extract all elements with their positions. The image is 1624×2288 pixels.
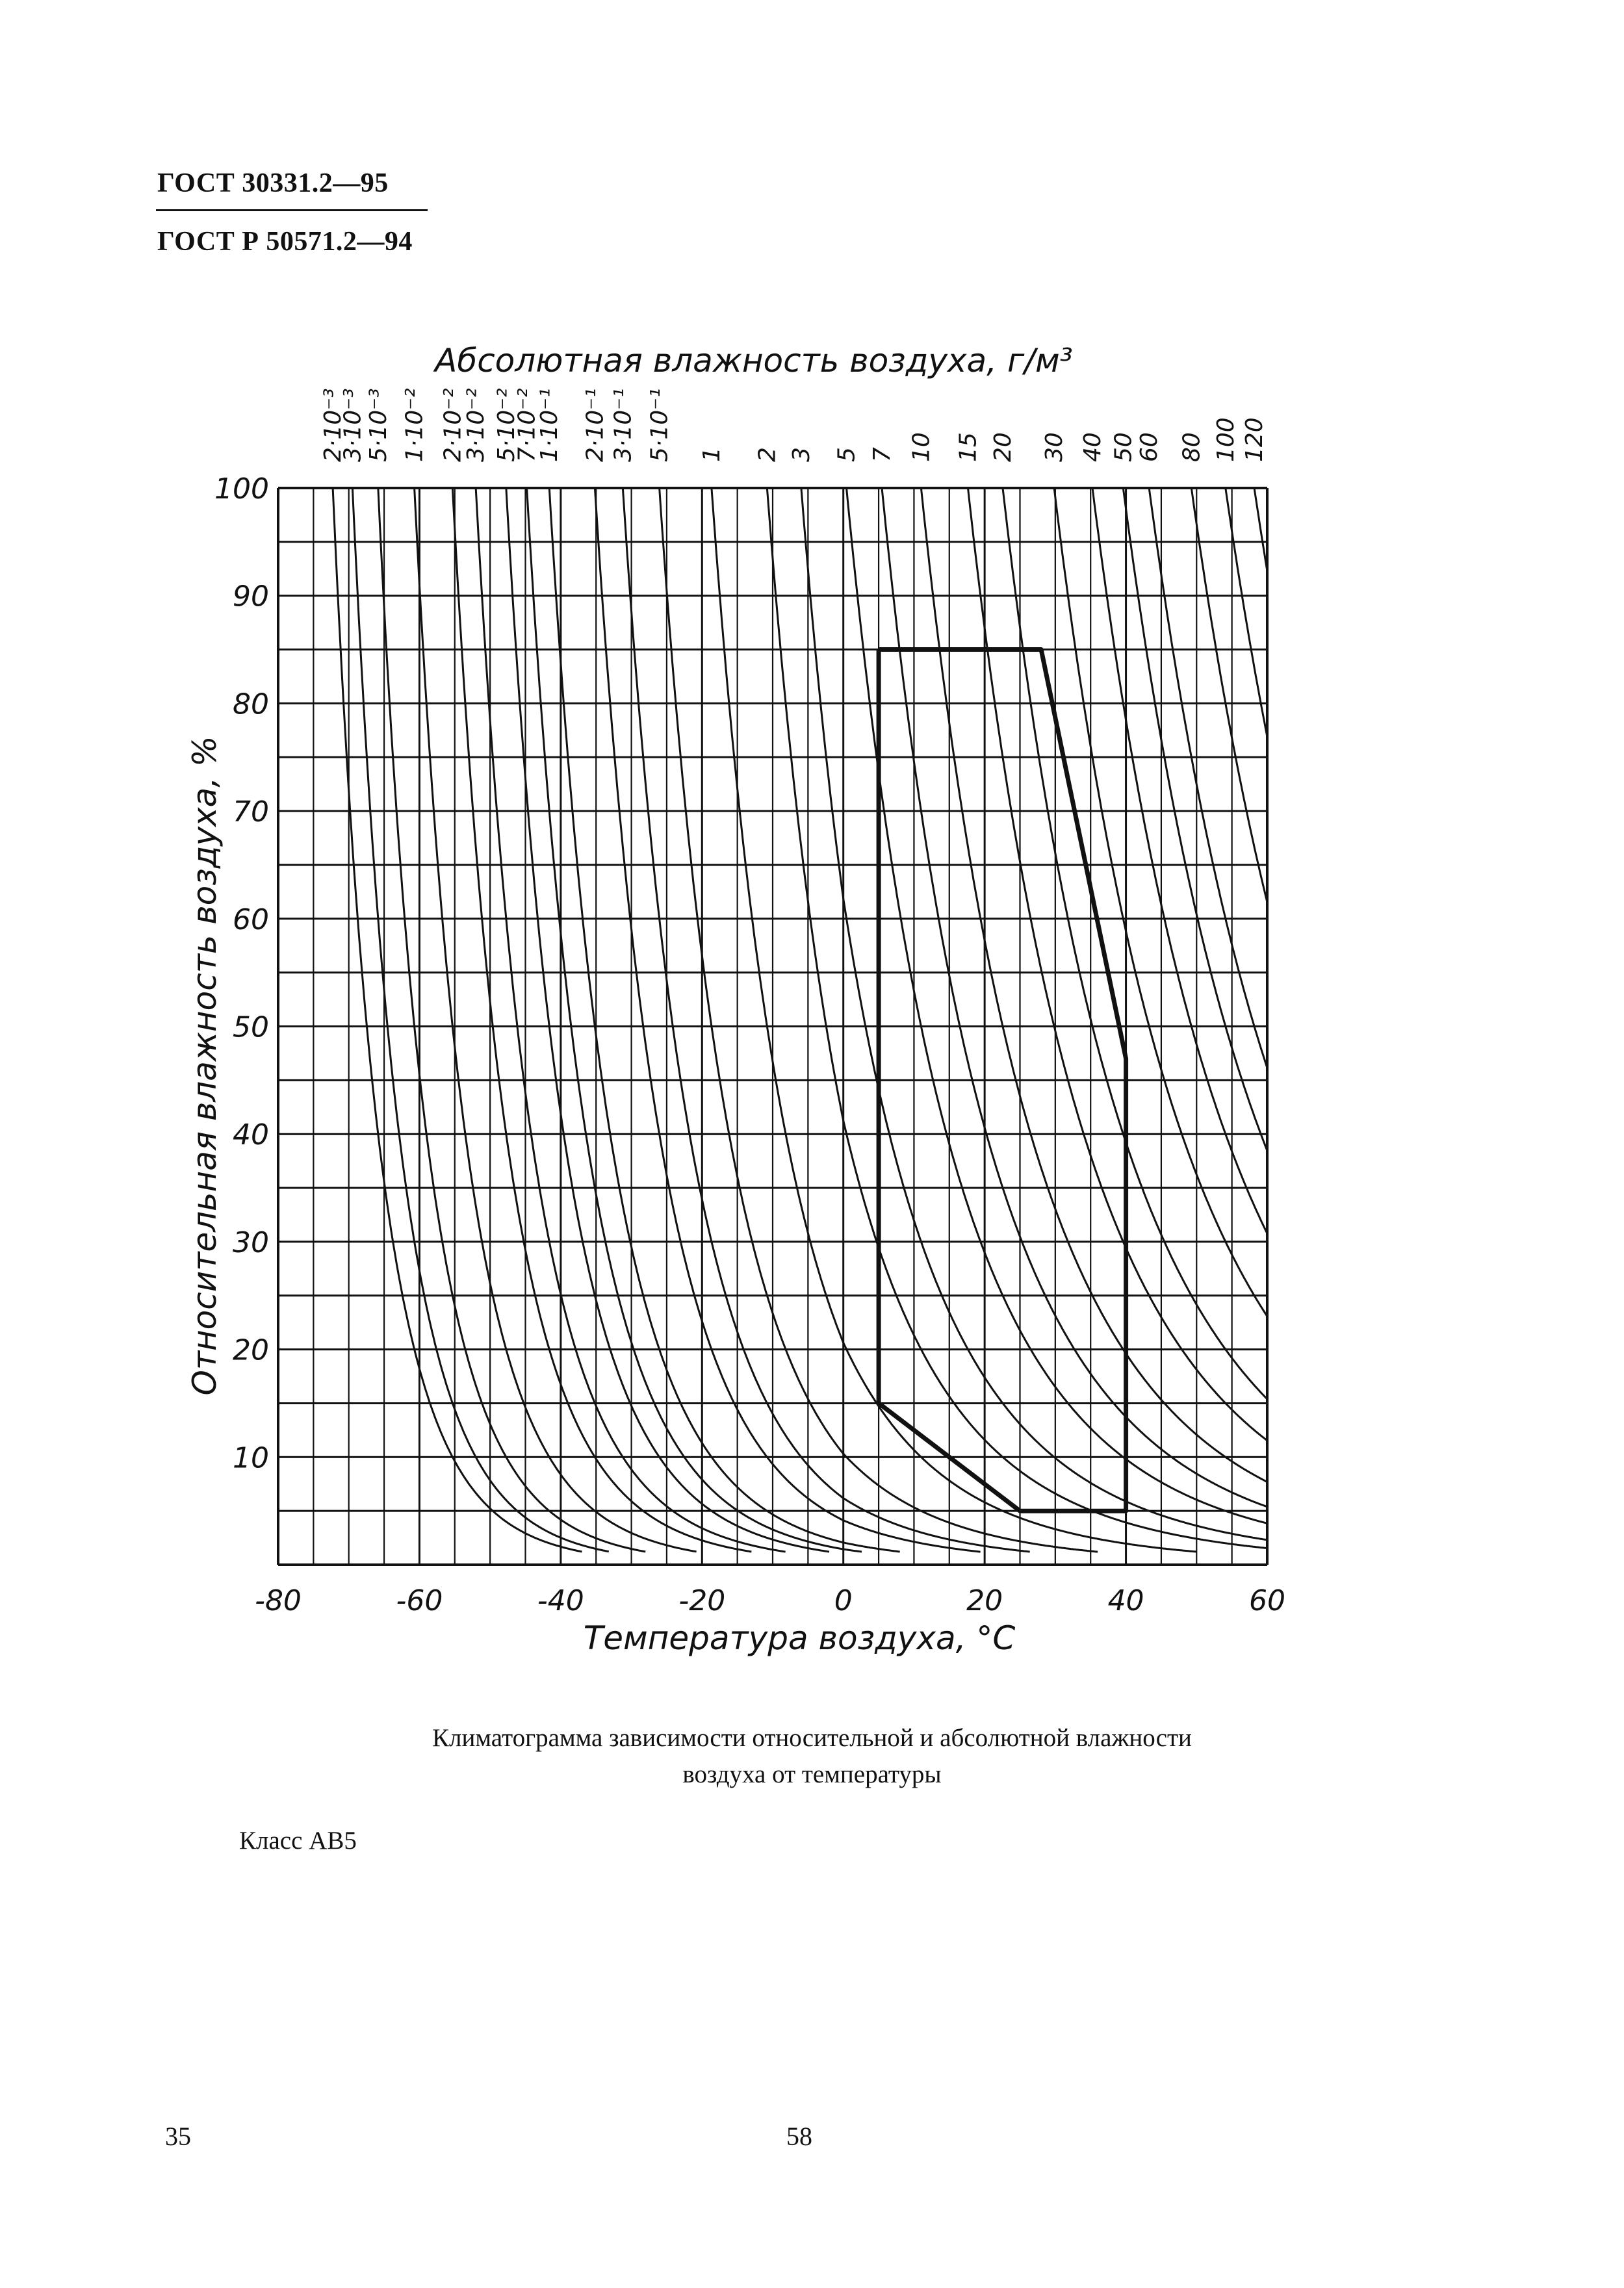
ah-curve <box>1091 488 1267 1234</box>
ah-label: 3·10⁻² <box>463 388 489 462</box>
x-tick-label: 0 <box>834 1584 853 1617</box>
page-number-center: 58 <box>786 2122 812 2151</box>
page-number-left: 35 <box>165 2122 191 2151</box>
ah-label: 120 <box>1241 417 1268 462</box>
ah-label: 1·10⁻² <box>402 388 428 462</box>
class-region-outline <box>876 647 1129 1513</box>
ah-curve <box>881 488 1267 1508</box>
ah-label: 7·10⁻² <box>514 388 541 462</box>
ah-label: 2 <box>754 447 780 462</box>
ah-label: 60 <box>1136 432 1163 462</box>
y-tick-label: 80 <box>233 688 269 721</box>
ah-curve <box>548 488 900 1553</box>
ah-curve <box>1224 488 1267 738</box>
ah-curve <box>966 488 1267 1442</box>
ah-curve <box>377 488 646 1553</box>
ah-curve <box>1190 488 1267 903</box>
y-tick-label: 10 <box>233 1441 269 1474</box>
ah-label: 1 <box>699 447 725 462</box>
ah-label: 20 <box>990 432 1016 462</box>
ah-label: 3·10⁻³ <box>339 388 366 462</box>
ah-label: 80 <box>1178 432 1205 462</box>
figure-caption-line-1: Климатограмма зависимости относительной … <box>432 1724 1192 1752</box>
ah-curve <box>474 488 786 1553</box>
standard-code-2: ГОСТ Р 50571.2—94 <box>157 227 413 257</box>
ah-curve <box>621 488 1030 1553</box>
y-tick-label: 40 <box>233 1118 269 1151</box>
grid <box>277 487 1269 1566</box>
y-axis-label: Относительная влажность воздуха, % <box>186 736 224 1395</box>
ah-label: 30 <box>1041 432 1068 462</box>
ah-label: 3 <box>788 447 815 462</box>
ah-curve <box>845 488 1267 1524</box>
y-tick-label: 90 <box>233 580 269 613</box>
ah-curve <box>710 488 1197 1553</box>
ah-label: 5·10⁻² <box>493 388 520 462</box>
ah-curve <box>1253 488 1267 572</box>
chart-title: Абсолютная влажность воздуха, г/м³ <box>433 342 1073 379</box>
y-tick-label: 50 <box>233 1011 269 1044</box>
y-tick-label: 60 <box>233 903 269 936</box>
ah-label: 5 <box>834 447 860 462</box>
x-tick-label: -60 <box>396 1584 443 1617</box>
ah-label: 1·10⁻¹ <box>536 388 563 462</box>
ah-curve <box>351 488 610 1553</box>
ah-label: 5·10⁻¹ <box>647 388 673 462</box>
ah-curve <box>920 488 1267 1483</box>
ah-curve <box>331 488 582 1553</box>
ah-label: 2·10⁻³ <box>320 388 346 462</box>
ah-label: 3·10⁻¹ <box>610 388 636 462</box>
y-tick-label: 30 <box>233 1226 269 1259</box>
ah-label: 7 <box>869 447 896 462</box>
ah-label: 10 <box>908 432 934 462</box>
ah-curve <box>658 488 1098 1553</box>
figure-caption-line-2: воздуха от температуры <box>682 1760 942 1788</box>
ah-label: 40 <box>1079 432 1106 462</box>
y-tick-label: 100 <box>214 472 269 506</box>
ah-label: 15 <box>955 432 982 462</box>
ah-curve <box>1148 488 1267 1068</box>
ah-curve <box>505 488 830 1553</box>
ah-curve <box>413 488 697 1553</box>
absolute-humidity-labels: 2·10⁻³3·10⁻³5·10⁻³ 1·10⁻² 2·10⁻²3·10⁻² 5·10… <box>320 388 1268 462</box>
x-tick-label: 40 <box>1108 1584 1144 1617</box>
x-axis-label: Температура воздуха, °С <box>584 1619 1016 1657</box>
ah-curve <box>1001 488 1267 1400</box>
ah-curve <box>451 488 752 1553</box>
x-tick-label: -40 <box>537 1584 584 1617</box>
ah-curve <box>593 488 981 1553</box>
absolute-humidity-curves <box>331 488 1267 1553</box>
ah-label: 5·10⁻³ <box>365 388 392 462</box>
class-label: Класс АВ5 <box>239 1827 357 1855</box>
ah-curve <box>1053 488 1267 1317</box>
x-tick-label: -20 <box>678 1584 725 1617</box>
x-tick-label: -80 <box>255 1584 302 1617</box>
x-tick-label: 20 <box>966 1584 1003 1617</box>
y-tick-label: 20 <box>233 1334 269 1367</box>
ah-curve <box>526 488 862 1553</box>
class-region <box>876 647 1129 1513</box>
header-rule <box>156 209 428 211</box>
x-tick-label: 60 <box>1249 1584 1285 1617</box>
ah-label: 2·10⁻² <box>439 388 466 462</box>
ah-curve <box>1122 488 1267 1151</box>
ah-label: 100 <box>1213 417 1239 462</box>
ah-label: 50 <box>1110 432 1137 462</box>
ah-curve <box>766 488 1267 1549</box>
standard-code-1: ГОСТ 30331.2—95 <box>157 168 389 198</box>
y-tick-label: 70 <box>233 795 269 829</box>
axis-tick-labels: -80 -60 -40 -20 0 20 40 60 10 20 30 40 50 60 70 80 90 100 <box>214 472 1285 1617</box>
ah-label: 2·10⁻¹ <box>582 388 608 462</box>
